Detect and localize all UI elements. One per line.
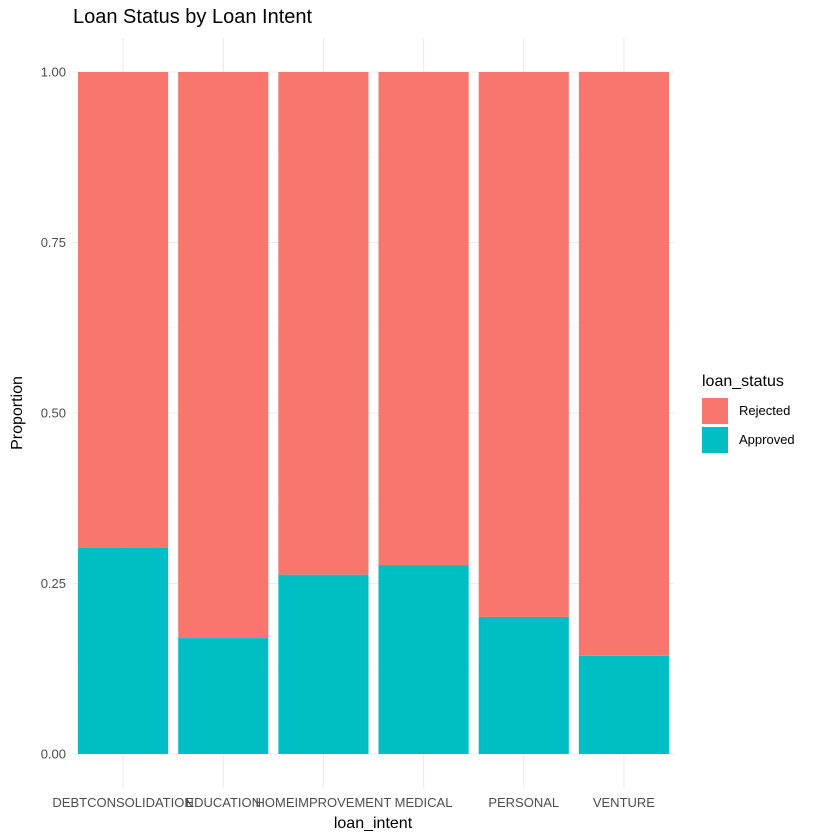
bar-approved-personal <box>478 616 569 754</box>
legend-swatch-rejected <box>702 398 728 424</box>
x-tick-label: EDUCATION <box>185 795 261 810</box>
y-tick-label: 1.00 <box>41 65 66 80</box>
y-tick-label: 0.50 <box>41 406 66 421</box>
bar-approved-medical <box>378 565 469 754</box>
x-tick-label: VENTURE <box>593 795 655 810</box>
legend: loan_status Rejected Approved <box>702 373 795 453</box>
legend-label-approved: Approved <box>739 432 795 447</box>
x-tick-label: HOMEIMPROVEMENT <box>256 795 392 810</box>
x-tick-label: PERSONAL <box>488 795 559 810</box>
bar-approved-education <box>178 638 269 754</box>
y-tick-label: 0.00 <box>41 747 66 762</box>
bar-rejected-debtconsolidation <box>78 72 169 548</box>
bar-approved-homeimprovement <box>278 574 369 754</box>
y-tick-labels: 0.00 0.25 0.50 0.75 1.00 <box>41 65 66 762</box>
legend-label-rejected: Rejected <box>739 403 790 418</box>
chart-title: Loan Status by Loan Intent <box>73 6 313 28</box>
bar-rejected-personal <box>478 72 569 617</box>
bar-approved-debtconsolidation <box>78 547 169 754</box>
bar-rejected-medical <box>378 72 469 566</box>
legend-title: loan_status <box>702 373 784 390</box>
bar-rejected-education <box>178 72 269 639</box>
x-tick-label: MEDICAL <box>395 795 453 810</box>
bar-rejected-homeimprovement <box>278 72 369 575</box>
bar-approved-venture <box>578 655 669 754</box>
bar-rejected-venture <box>578 72 669 656</box>
y-tick-label: 0.75 <box>41 235 66 250</box>
bars <box>78 72 669 754</box>
x-tick-labels: DEBTCONSOLIDATIONEDUCATIONHOMEIMPROVEMEN… <box>52 795 655 810</box>
y-tick-label: 0.25 <box>41 576 66 591</box>
x-axis-title: loan_intent <box>334 815 413 832</box>
legend-swatch-approved <box>702 427 728 453</box>
y-axis-title: Proportion <box>9 376 26 450</box>
x-tick-label: DEBTCONSOLIDATION <box>52 795 193 810</box>
